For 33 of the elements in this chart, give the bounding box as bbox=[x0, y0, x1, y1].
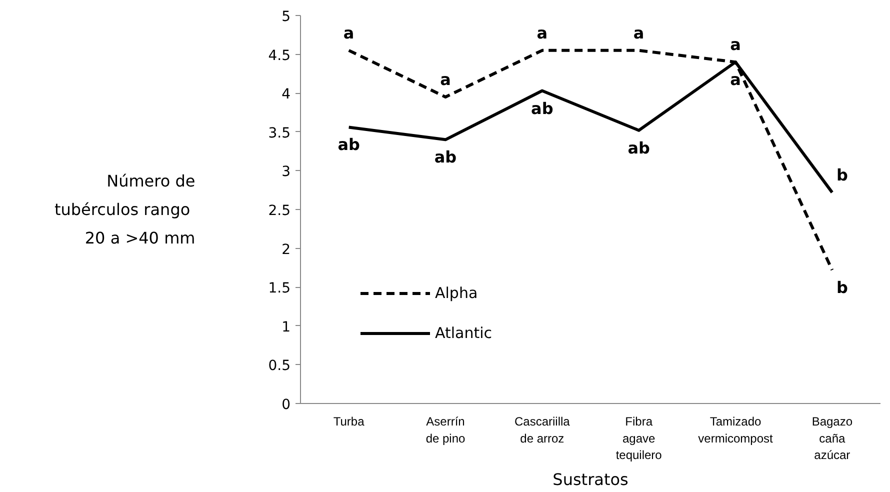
annotation: ab bbox=[338, 135, 360, 154]
x-tick-label: Turba bbox=[333, 414, 365, 428]
x-axis-title: Sustratos bbox=[552, 470, 628, 490]
y-tick-label: 5 bbox=[282, 9, 291, 25]
y-tick-label: 4.5 bbox=[268, 48, 290, 64]
x-tick-label: Fibra agave tequilero bbox=[616, 414, 662, 462]
annotation: a bbox=[730, 70, 741, 90]
y-tick-label: 1 bbox=[282, 319, 291, 336]
annotation: a bbox=[633, 23, 644, 42]
x-tick-label: Aserrín de pino bbox=[426, 414, 466, 446]
annotation: a bbox=[440, 70, 451, 89]
y-tick-label: 3 bbox=[282, 164, 291, 180]
y-axis-title: Número de tubérculos rango 20 a >40 mm bbox=[54, 172, 196, 248]
y-tick-label: 4 bbox=[282, 86, 291, 103]
legend-label: Alpha bbox=[435, 284, 478, 302]
legend-label: Atlantic bbox=[435, 324, 492, 342]
x-tick-label: Tamizado vermicompost bbox=[698, 414, 774, 446]
y-tick-label: 0.5 bbox=[268, 358, 290, 374]
annotation: b bbox=[836, 165, 848, 184]
x-tick-label: Cascariilla de arroz bbox=[514, 414, 570, 446]
annotation: b bbox=[836, 278, 848, 298]
y-tick-label: 2 bbox=[282, 242, 291, 258]
y-tick-label: 1.5 bbox=[268, 280, 290, 297]
annotation: ab bbox=[531, 98, 554, 118]
x-tick-label: Bagazo caña azúcar bbox=[812, 414, 853, 462]
annotation: ab bbox=[628, 138, 650, 158]
annotation: a bbox=[536, 23, 548, 42]
annotation: ab bbox=[434, 148, 457, 167]
y-tick-label: 2.5 bbox=[268, 203, 290, 219]
y-tick-label: 0 bbox=[282, 397, 291, 413]
annotation: a bbox=[343, 23, 354, 42]
y-tick-label: 3.5 bbox=[268, 125, 290, 142]
annotation: a bbox=[730, 35, 741, 54]
